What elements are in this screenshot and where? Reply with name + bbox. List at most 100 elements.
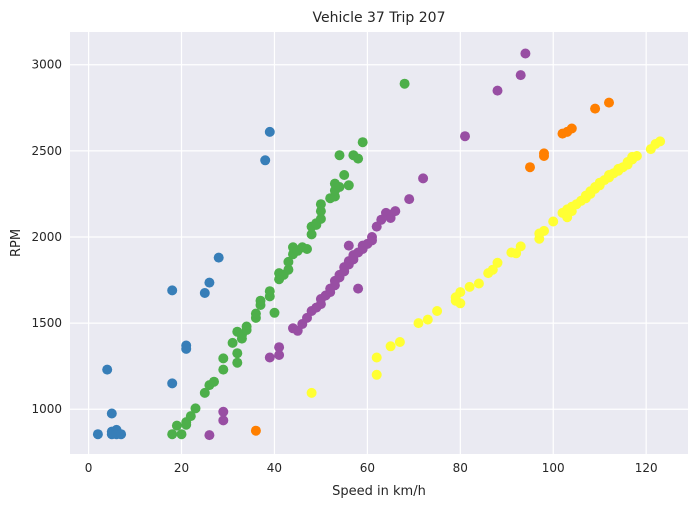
data-point [204, 277, 215, 288]
data-point [227, 337, 238, 348]
data-point [283, 256, 294, 267]
data-point [218, 415, 229, 426]
data-point [102, 364, 113, 375]
data-point [92, 429, 103, 440]
data-point [418, 173, 429, 184]
data-point [473, 278, 484, 289]
y-axis-title: RPM [9, 229, 24, 257]
data-point [264, 286, 275, 297]
chart-title: Vehicle 37 Trip 207 [313, 10, 446, 26]
data-point [199, 387, 210, 398]
x-tick-label: 120 [635, 461, 658, 475]
data-point [250, 425, 261, 436]
data-point [241, 325, 252, 335]
data-point [655, 136, 666, 147]
data-point [357, 137, 368, 148]
data-point [353, 283, 364, 294]
data-point [432, 306, 443, 316]
data-point [455, 298, 466, 309]
data-point [116, 429, 127, 440]
data-point [539, 148, 549, 159]
data-point [590, 103, 601, 114]
series-4 [306, 136, 666, 398]
data-point [274, 350, 285, 360]
x-tick-label: 80 [453, 461, 468, 475]
x-tick-label: 60 [360, 461, 375, 475]
data-point [492, 85, 503, 96]
y-tick-label: 2500 [31, 144, 62, 158]
x-axis-title: Speed in km/h [332, 484, 426, 499]
data-point [269, 307, 280, 318]
data-point [334, 150, 345, 161]
data-point [199, 288, 210, 298]
data-point [460, 131, 470, 142]
data-point [264, 126, 275, 137]
data-point [422, 314, 433, 325]
data-point [167, 378, 178, 389]
data-point [604, 97, 614, 108]
data-point [232, 348, 243, 359]
data-point [353, 153, 364, 164]
y-tick-label: 2000 [31, 230, 62, 244]
data-point [385, 341, 396, 352]
data-point [176, 429, 187, 440]
data-point [218, 364, 229, 375]
data-point [283, 264, 294, 275]
data-point [302, 244, 312, 254]
data-point [106, 408, 117, 419]
data-point [566, 123, 577, 134]
data-point [232, 357, 243, 368]
data-points [92, 48, 666, 441]
data-point [464, 281, 475, 292]
data-point [525, 162, 535, 173]
data-point [213, 252, 224, 263]
x-tick-label: 100 [542, 461, 565, 475]
data-point [250, 308, 261, 319]
grid-lines [70, 32, 688, 454]
data-point [548, 216, 559, 227]
data-point [218, 353, 229, 364]
data-point [413, 318, 424, 329]
data-point [209, 376, 219, 387]
x-tick-label: 40 [267, 461, 282, 475]
series-1 [167, 78, 410, 440]
data-point [167, 429, 178, 440]
data-point [515, 241, 526, 252]
data-point [255, 295, 266, 306]
x-tick-label: 20 [174, 461, 189, 475]
y-tick-label: 1500 [31, 316, 62, 330]
data-point [334, 182, 345, 192]
data-point [306, 387, 317, 398]
data-point [492, 257, 503, 268]
data-point [190, 403, 201, 414]
data-point [315, 199, 326, 210]
data-point [371, 369, 382, 380]
data-point [404, 194, 415, 205]
data-point [167, 285, 178, 296]
data-point [315, 206, 326, 217]
data-point [204, 430, 215, 441]
data-point [306, 229, 317, 240]
plot-area [70, 32, 688, 454]
data-point [218, 406, 229, 417]
data-point [539, 225, 549, 236]
x-axis-ticks: 0 20 40 60 80 100 120 [85, 461, 658, 475]
data-point [390, 206, 401, 217]
data-point [520, 48, 531, 59]
series-3 [250, 97, 614, 436]
data-point [274, 342, 285, 353]
data-point [367, 232, 377, 242]
x-tick-label: 0 [85, 461, 93, 475]
data-point [515, 70, 526, 81]
y-axis-ticks: 1000 1500 2000 2500 3000 [31, 58, 62, 416]
y-tick-label: 1000 [31, 402, 62, 416]
data-point [455, 287, 466, 298]
data-point [181, 343, 192, 354]
data-point [171, 420, 182, 431]
data-point [260, 155, 271, 166]
data-point [264, 352, 275, 363]
data-point [339, 170, 350, 180]
series-2 [204, 48, 531, 441]
data-point [185, 411, 196, 422]
